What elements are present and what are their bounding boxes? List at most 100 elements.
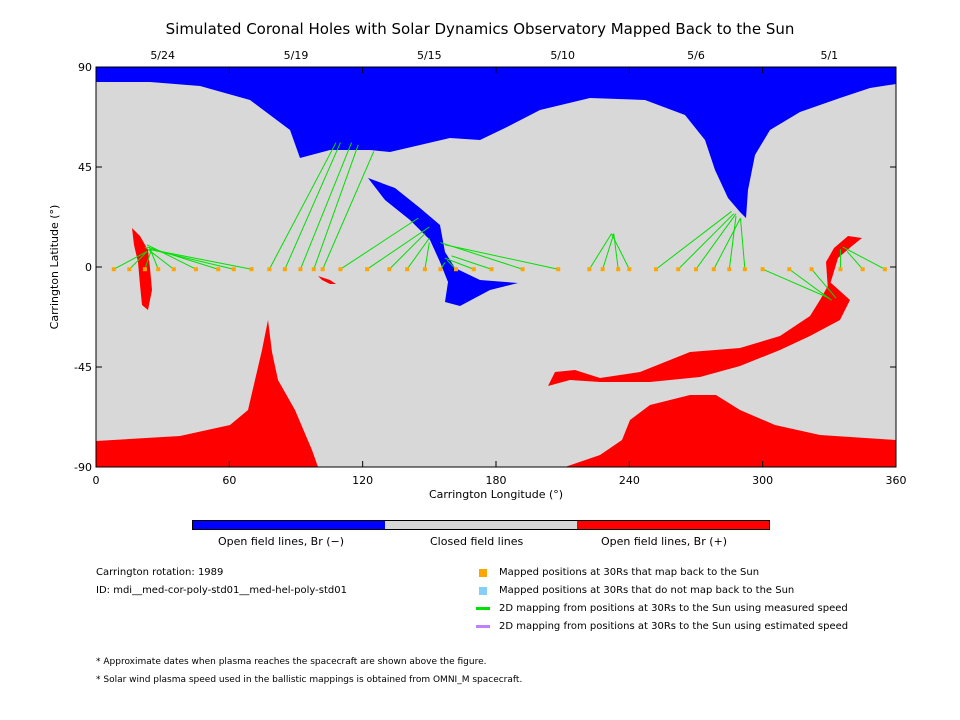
x-axis-label: Carrington Longitude (°): [429, 488, 563, 500]
colorbar-label-positive: Open field lines, Br (+): [601, 535, 728, 548]
mapped-point: [616, 267, 621, 272]
date-tick-label: 5/6: [687, 49, 705, 62]
mapped-point: [809, 267, 814, 272]
footpoint-line: [299, 142, 353, 270]
date-tick-label: 5/15: [417, 49, 442, 62]
mapped-point: [231, 267, 236, 272]
footpoint-line: [144, 246, 175, 270]
mapped-point: [267, 267, 272, 272]
mapped-point: [111, 267, 116, 272]
footpoint-line: [842, 246, 886, 270]
footpoint-line: [588, 233, 612, 270]
mapped-point: [520, 267, 525, 272]
footpoint-line: [695, 213, 737, 270]
footpoint-line: [149, 248, 234, 270]
colorbar-positive: [577, 521, 769, 529]
legend-unmapped-swatch: [479, 587, 487, 595]
model-id: ID: mdi__med-cor-poly-std01__med-hel-pol…: [96, 585, 347, 596]
date-tick-label: 5/10: [550, 49, 575, 62]
coronal-hole-map: 0 60 120 180 240 300 360 -90 -45 0 45 90 5/24 5/19 5/1…: [48, 49, 907, 500]
legend-measured-line: [476, 607, 490, 610]
colorbar: [192, 520, 770, 530]
negative-open-tongue: [368, 178, 518, 306]
date-tick-label: 5/24: [150, 49, 175, 62]
mapped-point: [787, 267, 792, 272]
legend-estimated-label: 2D mapping from positions at 30Rs to the…: [499, 621, 849, 632]
legend-mapped-swatch: [479, 569, 487, 577]
mapped-point: [454, 267, 458, 272]
south-polar-hole-right: [565, 395, 896, 467]
mapped-point: [694, 267, 698, 272]
mapped-point: [405, 267, 410, 272]
carrington-rotation: Carrington rotation: 1989: [96, 567, 224, 578]
x-tick-label: 360: [886, 474, 907, 487]
footpoint-lines: [113, 142, 886, 301]
footpoint-line: [611, 233, 630, 270]
mapped-point: [882, 267, 887, 272]
footpoint-line: [451, 255, 492, 270]
mapped-point: [422, 267, 427, 272]
mapped-point: [676, 267, 681, 272]
footpoint-line: [340, 217, 419, 270]
legend-unmapped-label: Mapped positions at 30Rs that do not map…: [499, 585, 795, 596]
north-polar-hole: [96, 67, 896, 218]
footpoint-line: [268, 142, 337, 270]
mapped-point: [438, 267, 443, 272]
footpoint-line: [144, 249, 153, 270]
mapped-points: [111, 267, 887, 272]
positive-open-arm: [826, 236, 862, 290]
y-tick-label: 0: [85, 261, 92, 274]
x-tick-label: 300: [752, 474, 773, 487]
y-tick-label: 90: [78, 61, 92, 74]
footpoint-line: [366, 226, 430, 270]
footpoint-line: [739, 218, 746, 270]
note-speed: * Solar wind plasma speed used in the ba…: [96, 675, 523, 685]
footpoint-line: [313, 144, 359, 270]
mapped-point: [387, 267, 392, 272]
colorbar-negative: [193, 521, 385, 529]
mapped-point: [860, 267, 865, 272]
mapped-point: [587, 267, 592, 272]
mapped-point: [282, 267, 287, 272]
mapped-point: [711, 267, 716, 272]
footpoint-line: [444, 244, 559, 270]
mapped-point: [727, 267, 732, 272]
mapped-point: [249, 267, 254, 272]
x-tick-label: 60: [222, 474, 236, 487]
mapped-point: [216, 267, 221, 272]
mapped-point: [365, 267, 370, 272]
mapped-point: [556, 267, 561, 272]
footpoint-line: [424, 242, 430, 270]
footpoint-line: [113, 251, 148, 270]
y-tick-label: 45: [78, 161, 92, 174]
mapped-point: [298, 267, 303, 272]
colorbar-label-negative: Open field lines, Br (−): [218, 535, 345, 548]
date-tick-label: 5/1: [820, 49, 838, 62]
mapped-point: [194, 267, 198, 272]
chart-title: Simulated Coronal Holes with Solar Dynam…: [165, 20, 795, 38]
x-tick-label: 240: [619, 474, 640, 487]
footpoint-line: [728, 215, 737, 270]
colorbar-label-closed: Closed field lines: [430, 535, 524, 548]
footpoint-line: [146, 244, 197, 270]
date-tick-label: 5/19: [284, 49, 309, 62]
mapped-point: [127, 267, 132, 272]
mapped-point: [627, 267, 632, 272]
x-tick-label: 180: [486, 474, 507, 487]
footpoint-line: [128, 251, 148, 270]
note-dates: * Approximate dates when plasma reaches …: [96, 657, 487, 667]
mapped-point: [320, 267, 325, 272]
mapped-point: [338, 267, 343, 272]
legend-estimated-line: [476, 625, 490, 628]
footpoint-line: [811, 268, 837, 299]
mapped-point: [600, 267, 605, 272]
footpoint-line: [789, 268, 832, 301]
footpoint-line: [406, 237, 430, 270]
y-axis-label: Carrington Latitude (°): [48, 205, 61, 330]
legend-mapped-label: Mapped positions at 30Rs that map back t…: [499, 567, 760, 578]
axes: 0 60 120 180 240 300 360 -90 -45 0 45 90 5/24 5/19 5/1…: [48, 49, 907, 500]
footpoint-line: [762, 268, 830, 299]
x-tick-label: 120: [352, 474, 373, 487]
positive-open-small-mid: [318, 276, 336, 284]
mapped-point: [471, 267, 476, 272]
